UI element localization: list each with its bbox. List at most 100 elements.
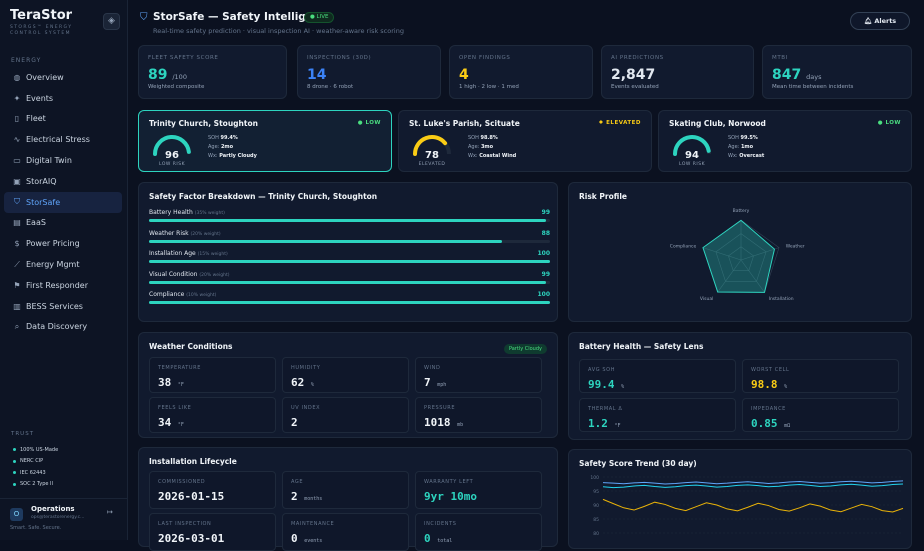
trust-item-label: 100% US-Made <box>20 446 59 453</box>
search-icon: ⌕ <box>14 321 20 331</box>
site-info-row: SOH 99.4% <box>208 134 257 143</box>
site-info: SOH 99.5% Age: 1mo Wx: Overcast <box>728 134 764 161</box>
gauge-fill <box>153 135 191 156</box>
tile-unit: total <box>437 538 453 544</box>
stat-tile: TEMPERATURE 38 °F <box>149 357 276 393</box>
site-card[interactable]: Trinity Church, Stoughton ● LOW 96 LOW RISK… <box>138 110 392 172</box>
nav-item-storsafe[interactable]: ⛉ StorSafe <box>4 191 122 213</box>
kpi-label: AI PREDICTIONS <box>611 55 664 61</box>
kpi-value: 2,847 <box>611 67 656 83</box>
stat-tile: WORST CELL 98.8 % <box>742 359 899 393</box>
alerts-label: Alerts <box>874 17 897 25</box>
nav-item-label: Power Pricing <box>26 239 80 249</box>
kpi-label: MTBI <box>772 55 788 61</box>
site-name: Trinity Church, Stoughton <box>149 119 258 128</box>
factor-weight: (35% weight) <box>194 211 225 216</box>
tile-label: WIND <box>424 365 441 371</box>
info-value: 3mo <box>480 144 494 150</box>
site-score: 94 <box>685 150 699 161</box>
tile-label: MAINTENANCE <box>291 521 335 527</box>
tile-value: 99.4 <box>588 378 615 391</box>
lifecycle-panel: Installation Lifecycle COMMISSIONED 2026-… <box>138 447 558 551</box>
nav-item-bess-services[interactable]: ▥ BESS Services <box>4 296 122 317</box>
nav-item-label: Fleet <box>26 114 46 124</box>
nav-item-power-pricing[interactable]: $ Power Pricing <box>4 233 122 254</box>
info-label: Wx: <box>728 153 738 159</box>
tile-label: FEELS LIKE <box>158 405 192 411</box>
site-card[interactable]: Skating Club, Norwood ● LOW 94 LOW RISK SOH … <box>658 110 912 172</box>
nav-item-fleet[interactable]: ▯ Fleet <box>4 109 122 130</box>
kpi-label: FLEET SAFETY SCORE <box>148 55 219 61</box>
nav-item-label: StorAIQ <box>26 176 57 186</box>
factor-value: 88 <box>541 229 550 237</box>
nav-item-label: EaaS <box>26 218 46 228</box>
trust-heading: TRUST <box>11 431 35 437</box>
site-info-row: Wx: Partly Cloudy <box>208 152 257 161</box>
kpi-sub: 8 drone · 6 robot <box>307 84 354 90</box>
tile-label: WORST CELL <box>751 367 790 373</box>
info-label: SOH <box>728 135 739 141</box>
factor-row: Battery Health (35% weight) 99 <box>149 209 550 222</box>
tile-value: 2026-01-15 <box>158 490 225 503</box>
kpi-sub: Weighted composite <box>148 84 205 90</box>
radar-spoke <box>740 259 765 293</box>
kpi-sub: 1 high · 2 low · 1 med <box>459 84 519 90</box>
site-info: SOH 99.4% Age: 2mo Wx: Partly Cloudy <box>208 134 257 161</box>
tagline: Smart. Safe. Secure. <box>10 525 62 531</box>
risk-profile-title: Risk Profile <box>579 192 627 201</box>
nav-item-first-responder[interactable]: ⚑ First Responder <box>4 275 122 296</box>
nav-item-events[interactable]: ✦ Events <box>4 88 122 109</box>
stat-tile: AGE 2 months <box>282 471 409 509</box>
flag-icon: ⚑ <box>13 280 21 290</box>
kpi-card: OPEN FINDINGS 4 1 high · 2 low · 1 med <box>449 45 593 99</box>
tile-value-line: 1.2 °F <box>588 417 621 430</box>
tile-value-line: 0.85 mΩ <box>751 417 790 430</box>
site-card[interactable]: St. Luke's Parish, Scituate ✹ ELEVATED 78 E… <box>398 110 652 172</box>
nav-item-digital-twin[interactable]: ▭ Digital Twin <box>4 150 122 171</box>
nav-item-label: Overview <box>26 72 64 82</box>
logout-icon[interactable]: ↦ <box>107 508 113 516</box>
factor-weight: (10% weight) <box>186 293 217 298</box>
battery-health-panel: Battery Health — Safety Lens AVG SOH 99.4… <box>568 332 912 440</box>
info-value: Overcast <box>739 153 765 159</box>
live-badge: ● LIVE <box>304 12 335 23</box>
avatar[interactable]: O <box>10 508 23 521</box>
site-name: St. Luke's Parish, Scituate <box>409 119 520 128</box>
nav-item-storaiq[interactable]: ▣ StorAIQ <box>4 171 122 192</box>
nav-item-energy-mgmt[interactable]: ⟋ Energy Mgmt <box>4 254 122 275</box>
nav-item-eaas[interactable]: ▤ EaaS <box>4 213 122 234</box>
site-name: Skating Club, Norwood <box>669 119 766 128</box>
tile-label: INCIDENTS <box>424 521 457 527</box>
nav-item-data-discovery[interactable]: ⌕ Data Discovery <box>4 317 122 338</box>
page-title: StorSafe — Safety Intelligence <box>153 11 334 23</box>
risk-profile-panel: Risk Profile Battery Weather Installation V… <box>568 182 912 322</box>
diamond-icon[interactable]: ◈ <box>103 13 120 30</box>
trust-item-label: NERC CIP <box>20 458 44 465</box>
kpi-value: 89 <box>148 67 168 83</box>
trend-title: Safety Score Trend (30 day) <box>579 459 697 468</box>
risk-badge: ● LOW <box>357 120 381 126</box>
kpi-value-line: 2,847 <box>611 67 655 83</box>
nav-menu: ◍ Overview ✦ Events ▯ Fleet ∿ Electrical Stress… <box>4 67 122 337</box>
tile-label: HUMIDITY <box>291 365 321 371</box>
trend-series-line <box>602 480 904 485</box>
nav-item-electrical-stress[interactable]: ∿ Electrical Stress <box>4 129 122 150</box>
user-panel: O Operations ops@terastorenergy.c... ↦ S… <box>0 498 128 540</box>
tile-value: 9yr 10mo <box>424 490 477 503</box>
tile-unit: months <box>304 496 323 502</box>
factor-label: Visual Condition <box>149 270 198 278</box>
kpi-sub: Events evaluated <box>611 84 659 90</box>
stat-tile: MAINTENANCE 0 events <box>282 513 409 551</box>
tile-value-line: 9yr 10mo <box>424 490 477 503</box>
info-value: Coastal Wind <box>479 153 517 159</box>
nav-item-overview[interactable]: ◍ Overview <box>4 67 122 88</box>
tile-value-line: 98.8 % <box>751 378 787 391</box>
radar-axis-label: Compliance <box>670 243 697 249</box>
info-value: Partly Cloudy <box>219 153 257 159</box>
tile-unit: % <box>784 384 788 390</box>
alerts-button[interactable]: 🔔︎ Alerts <box>850 12 910 30</box>
trust-item: IEC 62443 <box>13 467 58 479</box>
main-content: ⛉ StorSafe — Safety Intelligence ● LIVE … <box>128 0 924 551</box>
risk-badge: ● LOW <box>877 120 901 126</box>
